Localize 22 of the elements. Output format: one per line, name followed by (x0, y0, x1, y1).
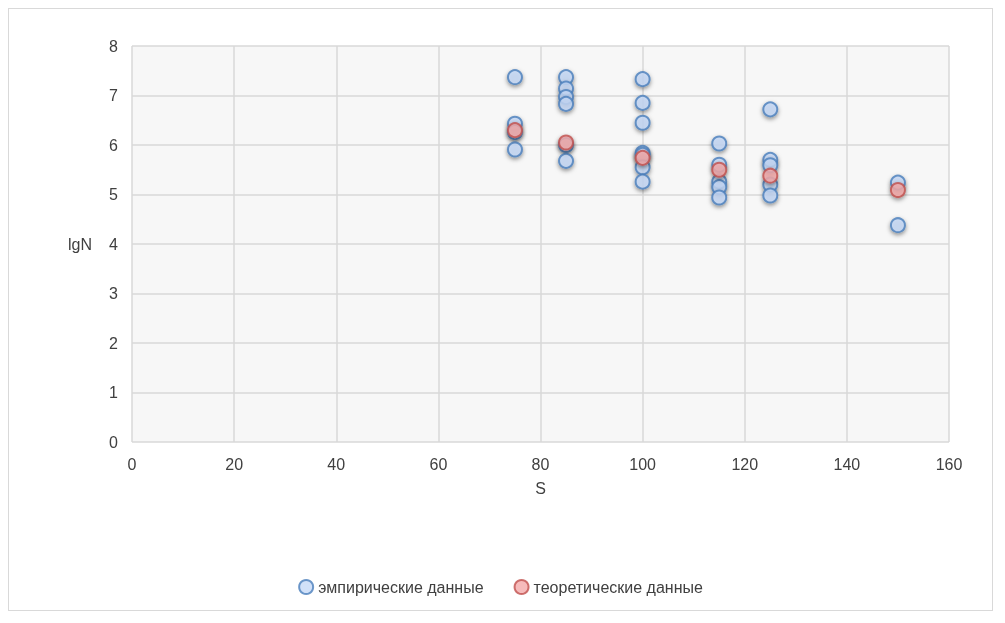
x-tick-label: 140 (833, 455, 861, 473)
legend-label: теоретические данные (533, 578, 703, 596)
y-tick-label: 5 (109, 186, 119, 203)
y-axis-title: lgN (67, 235, 92, 253)
y-tick-label: 0 (109, 433, 119, 451)
x-tick-label: 160 (935, 455, 963, 473)
x-tick-label: 100 (629, 455, 657, 473)
x-tick-label: 20 (225, 455, 244, 473)
y-tick-label: 7 (109, 87, 119, 104)
y-tick-label: 2 (109, 334, 119, 352)
x-tick-label: 0 (127, 455, 137, 473)
x-tick-label: 80 (531, 455, 550, 473)
legend-label: эмпирические данные (318, 578, 484, 596)
y-tick-label: 8 (109, 37, 119, 55)
y-tick-label: 4 (109, 235, 119, 253)
x-tick-label: 40 (327, 455, 346, 473)
x-tick-label: 120 (731, 455, 759, 473)
y-tick-label: 3 (109, 285, 119, 302)
x-axis-title: S (535, 479, 546, 497)
y-tick-label: 1 (109, 384, 119, 401)
x-tick-label: 60 (429, 455, 448, 473)
y-tick-label: 6 (109, 136, 119, 154)
